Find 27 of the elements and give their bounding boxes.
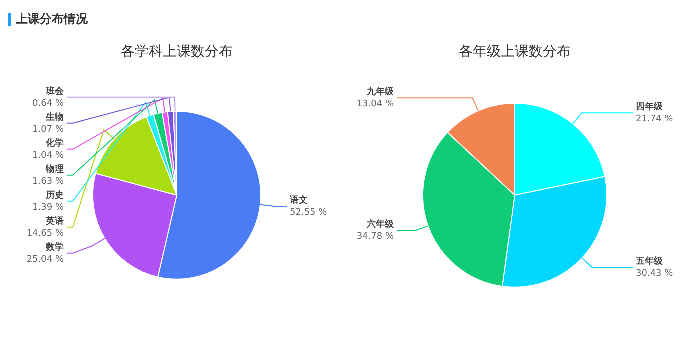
data-label: 14.65 % <box>26 228 64 239</box>
slice-label: 班会 <box>45 86 65 97</box>
slice-label: 四年级 <box>636 102 664 113</box>
slice-label: 生物 <box>45 112 64 123</box>
data-label: 1.39 % <box>32 202 64 213</box>
data-label: 52.55 % <box>290 208 328 218</box>
slice-label: 历史 <box>45 190 64 201</box>
chart-title: 各年级上课数分布 <box>459 44 571 60</box>
slice-label: 语文 <box>289 194 308 206</box>
data-label: 0.64 % <box>32 98 64 109</box>
data-label: 1.63 % <box>32 176 64 187</box>
data-label: 34.78 % <box>356 232 394 242</box>
slice-label: 数学 <box>45 242 64 253</box>
slice-label: 化学 <box>45 138 64 149</box>
data-label: 21.74 % <box>636 114 674 125</box>
data-label: 13.04 % <box>356 100 394 110</box>
slice-label: 九年级 <box>366 86 395 98</box>
slice-label: 五年级 <box>635 256 664 268</box>
data-label: 25.04 % <box>26 254 64 265</box>
data-label: 30.43 % <box>636 269 674 280</box>
text: 上课分布情况 <box>16 10 88 28</box>
slice-label: 物理 <box>45 164 64 175</box>
data-label: 1.07 % <box>32 124 64 135</box>
slice-label: 六年级 <box>366 219 395 230</box>
data-label: 1.04 % <box>32 150 64 161</box>
chart-title: 各学科上课数分布 <box>121 44 233 60</box>
slice-label: 英语 <box>45 216 64 227</box>
